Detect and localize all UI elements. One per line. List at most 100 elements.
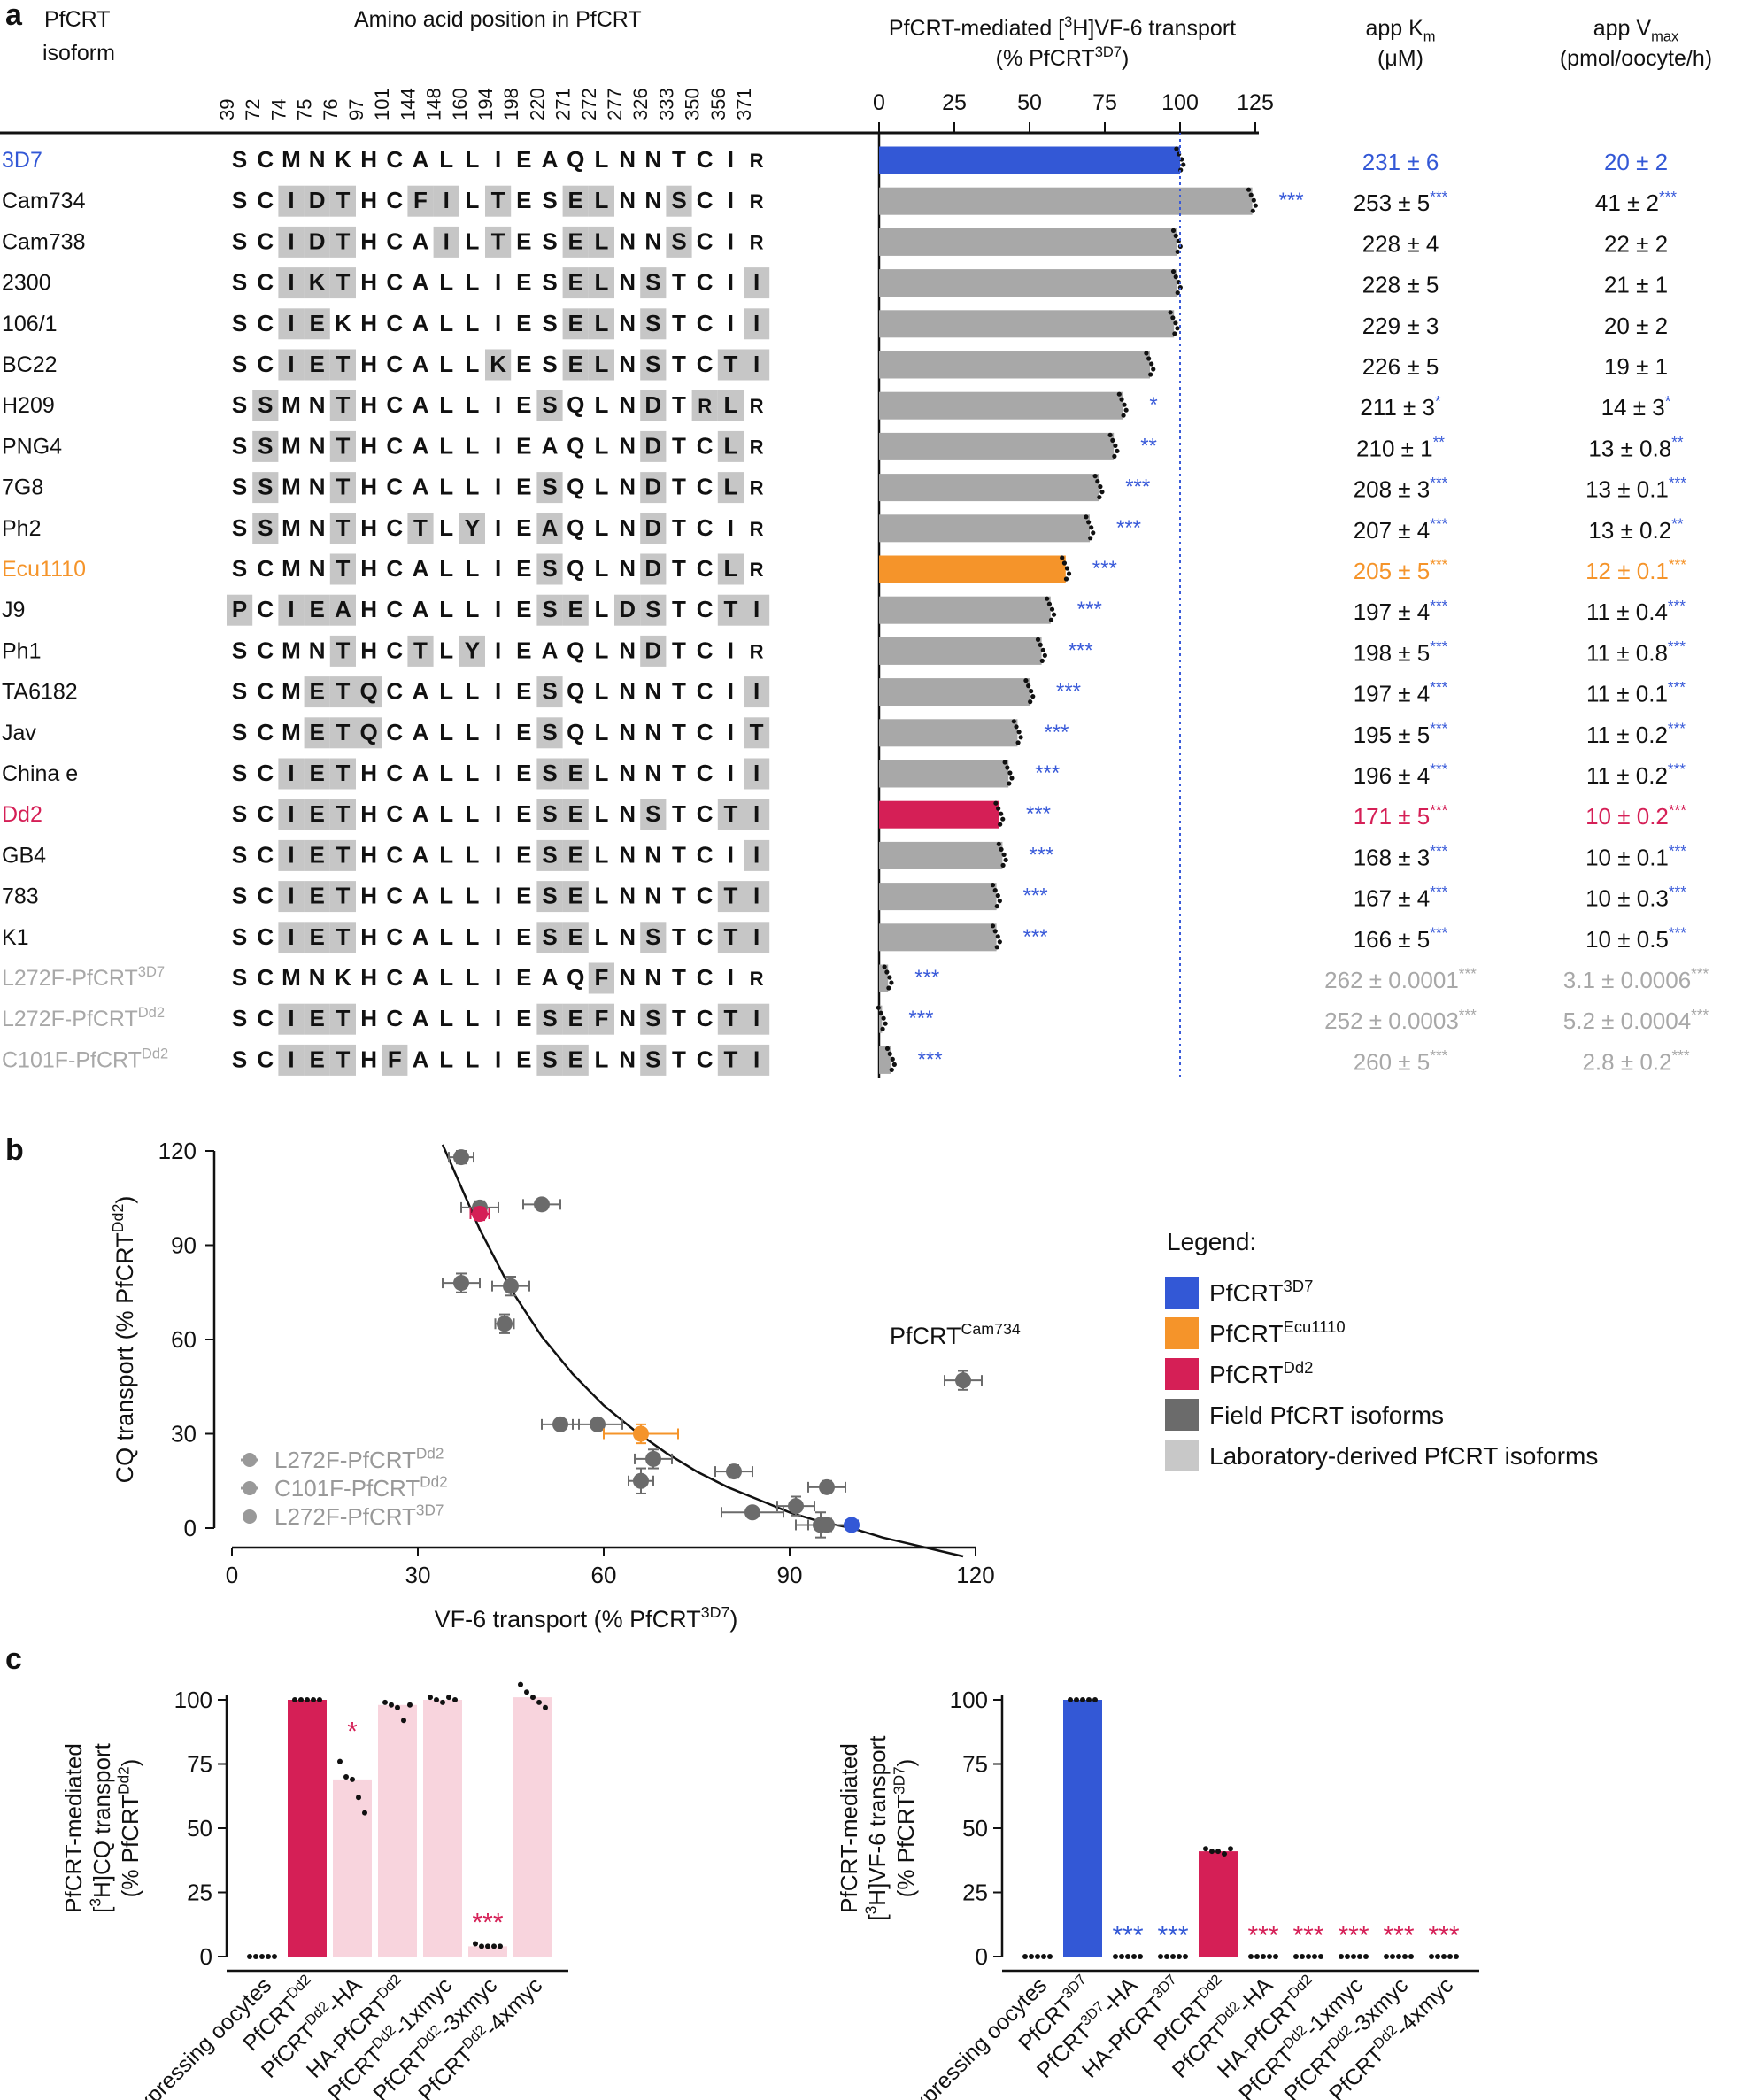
significance-marker: ***	[1056, 680, 1081, 704]
bar	[423, 1700, 462, 1957]
position-label: 97	[345, 99, 367, 120]
replicate-dot	[1408, 1954, 1414, 1959]
residue: E	[310, 351, 325, 377]
replicate-dot	[1293, 1954, 1299, 1959]
residue: S	[232, 351, 247, 377]
data-point	[491, 1276, 530, 1297]
replicate-dot	[1306, 1954, 1311, 1959]
residue: I	[495, 1046, 501, 1072]
text-part: L272F-PfCRT	[274, 1503, 416, 1530]
residue: T	[672, 964, 686, 991]
replicate-dot	[1092, 474, 1098, 479]
isoform-row: Ecu1110 S C M N T H C A L L I E S Q L N D T C L R *** 205 ± 5**…	[2, 553, 1686, 585]
residue: N	[644, 719, 661, 745]
replicate-dot	[995, 934, 1000, 939]
replicate-dot	[1253, 203, 1258, 208]
residue: S	[232, 310, 247, 336]
km-value: 197 ± 4***	[1354, 678, 1448, 706]
residue: T	[491, 187, 505, 213]
x-tick-label: 60	[591, 1562, 617, 1588]
data-point	[469, 1206, 490, 1222]
axis-tick-label: 100	[1161, 90, 1199, 115]
vmax-value: 10 ± 0.2***	[1585, 801, 1686, 830]
residue: I	[753, 841, 760, 868]
replicate-dot	[1125, 1954, 1130, 1959]
residue: T	[413, 514, 428, 541]
residue: E	[516, 800, 531, 827]
legend-item: Laboratory-derived PfCRT isoforms	[1165, 1440, 1598, 1471]
text-part: Laboratory-derived PfCRT isoforms	[1209, 1442, 1598, 1470]
residue: C	[386, 310, 403, 336]
sequence-shade	[744, 267, 770, 299]
sequence-shade	[614, 594, 641, 626]
residue: M	[282, 514, 301, 541]
isoform-row: BC22 S C I E T H C A L L K E S E L N S T C T I 226 ± 5 19 ± 1	[2, 349, 1668, 381]
residue: N	[619, 637, 636, 663]
text-part: 5.2 ± 0.0004	[1563, 1008, 1691, 1034]
text-part: ***	[1430, 719, 1447, 737]
residue: N	[309, 474, 326, 500]
residue: S	[232, 555, 247, 582]
sequence-shade	[666, 185, 692, 217]
replicate-dot	[996, 841, 1001, 847]
replicate-dot	[1014, 724, 1019, 730]
residue: S	[232, 678, 247, 705]
transport-bar	[879, 800, 999, 829]
position-label: 75	[294, 99, 316, 120]
sequence-shade	[278, 758, 305, 790]
sequence-shade	[227, 594, 253, 626]
replicate-dot	[1005, 765, 1010, 770]
residue: I	[728, 228, 734, 254]
text-part: K1	[2, 925, 29, 950]
residue: E	[568, 1005, 583, 1031]
km-value: 262 ± 0.0001***	[1324, 965, 1477, 993]
replicate-dot	[292, 1697, 297, 1702]
text-part: GB4	[2, 843, 46, 868]
residue: T	[336, 923, 350, 950]
residue: S	[542, 1046, 557, 1072]
replicate-dot	[524, 1689, 529, 1695]
sequence-shade	[640, 594, 667, 626]
residue: I	[728, 514, 734, 541]
replicate-dot	[998, 822, 1003, 827]
sequence-shade	[744, 1003, 770, 1035]
replicate-dot	[883, 1021, 888, 1026]
replicate-dot	[884, 969, 890, 975]
residue: C	[257, 269, 274, 296]
text-part: ***	[1669, 801, 1686, 819]
residue: C	[386, 923, 403, 950]
sequence-shade	[407, 185, 434, 217]
isoform-name: PNG4	[2, 434, 62, 459]
text-part: 11 ± 0.4	[1586, 598, 1668, 625]
residue: S	[232, 637, 247, 663]
position-label: 194	[474, 88, 497, 120]
replicate-dot	[272, 1954, 277, 1959]
residue: L	[465, 964, 479, 991]
residue: M	[282, 678, 301, 705]
residue: C	[257, 678, 274, 705]
sequence-shade	[744, 676, 770, 708]
residue: I	[288, 596, 294, 622]
sequence-shade	[329, 267, 356, 299]
residue: E	[516, 391, 531, 418]
replicate-dot	[1113, 1954, 1118, 1959]
residue: A	[413, 760, 429, 786]
residue: E	[516, 678, 531, 705]
isoform-row: Dd2 S C I E T H C A L L I E S E L N S T C T I *** 171 ± 5*** 10 …	[2, 799, 1686, 830]
residue: H	[360, 596, 377, 622]
text-part: PNG4	[2, 434, 62, 459]
replicate-dot	[990, 883, 996, 888]
text-part: m	[1423, 28, 1436, 44]
position-label: 74	[267, 99, 289, 120]
point-marker	[819, 1478, 835, 1495]
residue: I	[753, 1046, 760, 1072]
residue: S	[232, 228, 247, 254]
residue: A	[542, 514, 559, 541]
significance-marker: ***	[914, 966, 939, 990]
text-part: ***	[1659, 188, 1677, 205]
sequence-shade	[329, 717, 356, 749]
transport-bar	[879, 883, 997, 911]
residue: R	[750, 477, 764, 499]
replicate-dot	[1099, 490, 1105, 495]
text-part: 11 ± 0.2	[1586, 762, 1668, 789]
